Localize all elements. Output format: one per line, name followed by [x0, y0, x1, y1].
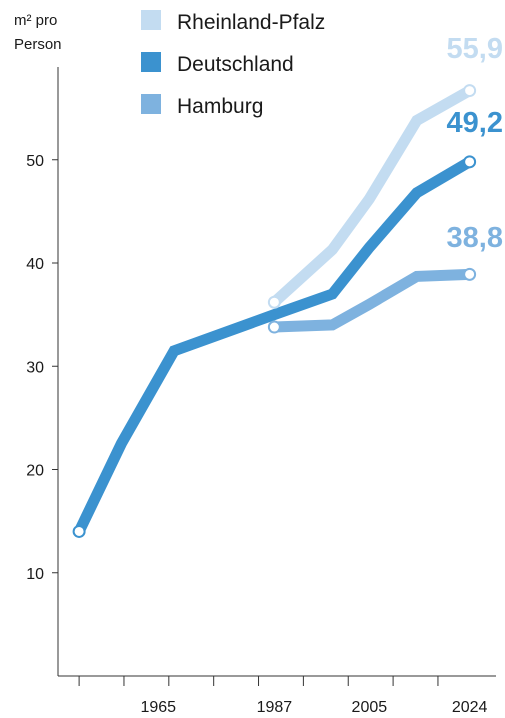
x-tick-label: 2005 [352, 699, 388, 716]
legend-swatch-rheinland-pfalz [141, 10, 161, 30]
y-ticks: 10 20 30 40 50 [26, 153, 58, 583]
y-tick-label: 20 [26, 463, 44, 480]
y-tick-label: 10 [26, 566, 44, 583]
point-marker [463, 84, 477, 98]
series-line-deutschland [74, 157, 473, 534]
legend-swatch-hamburg [141, 94, 161, 114]
point-marker [463, 155, 477, 169]
end-label-hamburg: 38,8 [447, 222, 503, 254]
series-line-rheinland-pfalz [270, 85, 473, 307]
legend: Rheinland-Pfalz Deutschland Hamburg [141, 10, 325, 118]
x-tick-label: 2024 [452, 699, 488, 716]
legend-label-rheinland-pfalz: Rheinland-Pfalz [177, 11, 325, 34]
y-tick-label: 40 [26, 256, 44, 273]
legend-label-hamburg: Hamburg [177, 95, 263, 118]
y-tick-label: 50 [26, 153, 44, 170]
point-marker [267, 320, 281, 334]
y-axis-label-line-1: m² pro [14, 12, 57, 29]
x-tick-label: 1965 [140, 699, 176, 716]
end-labels: 55,9 49,2 38,8 [447, 33, 503, 254]
x-ticks: 1965 1987 2005 2024 [78, 676, 488, 716]
point-marker [267, 295, 281, 309]
point-marker [72, 524, 86, 538]
x-tick-label: 1987 [257, 699, 293, 716]
series-markers [72, 84, 477, 538]
series-lines [74, 85, 473, 534]
legend-label-deutschland: Deutschland [177, 53, 294, 76]
point-marker [463, 267, 477, 281]
end-label-deutschland: 49,2 [447, 107, 503, 139]
y-axis-label-line-2: Person [14, 36, 62, 53]
end-label-rheinland-pfalz: 55,9 [447, 33, 503, 65]
series-line-hamburg [274, 268, 470, 333]
y-tick-label: 30 [26, 359, 44, 376]
legend-swatch-deutschland [141, 52, 161, 72]
